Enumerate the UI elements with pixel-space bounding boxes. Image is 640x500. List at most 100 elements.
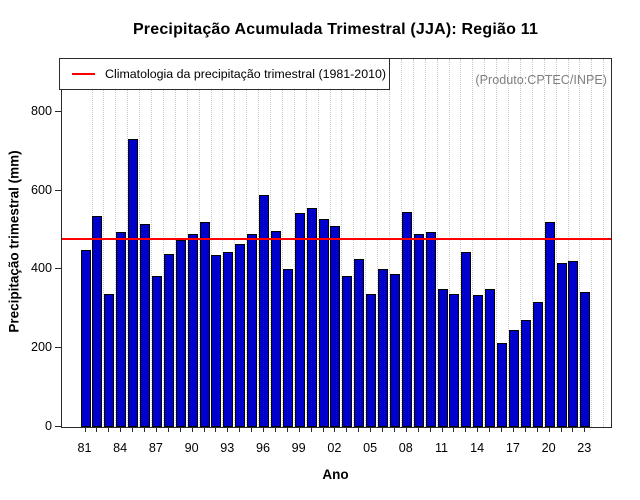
bar-2000: [306, 208, 317, 427]
bar-1982: [92, 215, 103, 427]
bar-2013: [461, 251, 472, 427]
gridline: [91, 58, 93, 427]
x-tick: [167, 426, 169, 432]
gridline: [341, 58, 343, 427]
x-tick: [477, 426, 479, 432]
bar-1988: [163, 253, 174, 427]
gridline: [174, 58, 176, 427]
gridline: [127, 58, 129, 427]
x-tick: [501, 426, 502, 432]
x-tick: [405, 426, 407, 432]
x-tick: [334, 426, 336, 432]
bar-1996: [259, 194, 269, 427]
x-tick: [465, 426, 467, 432]
bar-1992: [211, 254, 222, 427]
gridline: [293, 58, 295, 427]
bar-2001: [318, 218, 329, 427]
gridline: [579, 58, 581, 427]
x-tick-label: 96: [255, 441, 270, 455]
x-tick: [239, 426, 241, 432]
x-tick: [191, 426, 193, 432]
x-tick: [441, 426, 443, 432]
gridline: [115, 58, 117, 427]
x-tick: [179, 426, 181, 432]
x-tick-label: 23: [577, 441, 592, 455]
gridline: [603, 58, 605, 427]
x-tick: [358, 426, 360, 432]
gridline: [448, 58, 450, 427]
x-tick-label: 20: [541, 441, 556, 455]
bar-1989: [175, 239, 186, 427]
x-tick: [370, 426, 372, 432]
bar-1981: [80, 249, 91, 427]
bar-2014: [473, 294, 484, 427]
bar-2019: [532, 302, 543, 427]
bar-1997: [270, 231, 281, 427]
x-tick-label: 90: [184, 441, 199, 455]
bar-2008: [401, 211, 412, 427]
bar-1986: [140, 224, 150, 427]
gridline: [151, 58, 152, 427]
x-tick: [584, 426, 586, 432]
x-tick-label: 81: [77, 441, 92, 455]
bar-2009: [413, 233, 424, 427]
x-tick: [108, 426, 110, 432]
bar-1984: [116, 231, 127, 427]
bar-2023: [580, 291, 591, 427]
x-tick-label: 84: [113, 441, 128, 455]
bar-2022: [568, 261, 579, 427]
x-tick-label: 02: [327, 441, 342, 455]
x-tick-label: 99: [291, 441, 306, 455]
bar-2011: [437, 289, 448, 427]
bar-1990: [187, 233, 198, 427]
gridline: [270, 58, 271, 427]
gridline: [531, 58, 533, 427]
bar-2020: [544, 222, 555, 427]
y-tick-label: 400: [30, 261, 52, 276]
x-tick: [393, 426, 395, 432]
bar-2016: [497, 343, 507, 427]
gridline: [543, 58, 545, 427]
gridline: [246, 58, 248, 427]
x-tick: [263, 426, 264, 432]
y-tick: [55, 268, 61, 270]
x-tick-label: 93: [220, 441, 235, 455]
x-tick: [215, 426, 217, 432]
bar-1983: [104, 294, 115, 427]
source-annotation: (Produto:CPTEC/INPE): [475, 72, 607, 87]
bar-2018: [520, 320, 531, 427]
x-tick-label: 08: [398, 441, 413, 455]
bar-2004: [354, 259, 365, 427]
bar-2007: [389, 274, 400, 427]
gridline: [460, 58, 462, 427]
gridline: [210, 58, 212, 427]
bar-2012: [449, 294, 460, 427]
gridline: [591, 58, 593, 427]
gridline: [258, 58, 260, 427]
bar-2021: [556, 263, 567, 427]
x-tick: [227, 426, 229, 432]
bar-2010: [425, 231, 436, 427]
x-tick: [274, 426, 276, 432]
bar-1985: [128, 139, 139, 427]
y-tick: [55, 110, 61, 112]
gridline: [234, 58, 236, 427]
gridline: [353, 58, 355, 427]
gridline: [281, 58, 283, 427]
bar-1993: [223, 251, 234, 427]
chart-title: Precipitação Acumulada Trimestral (JJA):…: [132, 21, 539, 38]
bar-1998: [282, 268, 293, 427]
gridline: [567, 58, 569, 427]
bar-1987: [151, 276, 162, 427]
gridline: [555, 58, 557, 427]
gridline: [198, 58, 200, 427]
y-tick-label: 0: [44, 419, 52, 433]
climatology-line: [62, 238, 611, 240]
bar-1995: [247, 234, 258, 427]
gridline: [365, 58, 367, 427]
x-tick: [144, 426, 145, 432]
x-tick: [560, 426, 562, 432]
gridline: [412, 58, 414, 427]
y-tick-label: 800: [30, 103, 52, 118]
x-tick: [298, 426, 300, 432]
